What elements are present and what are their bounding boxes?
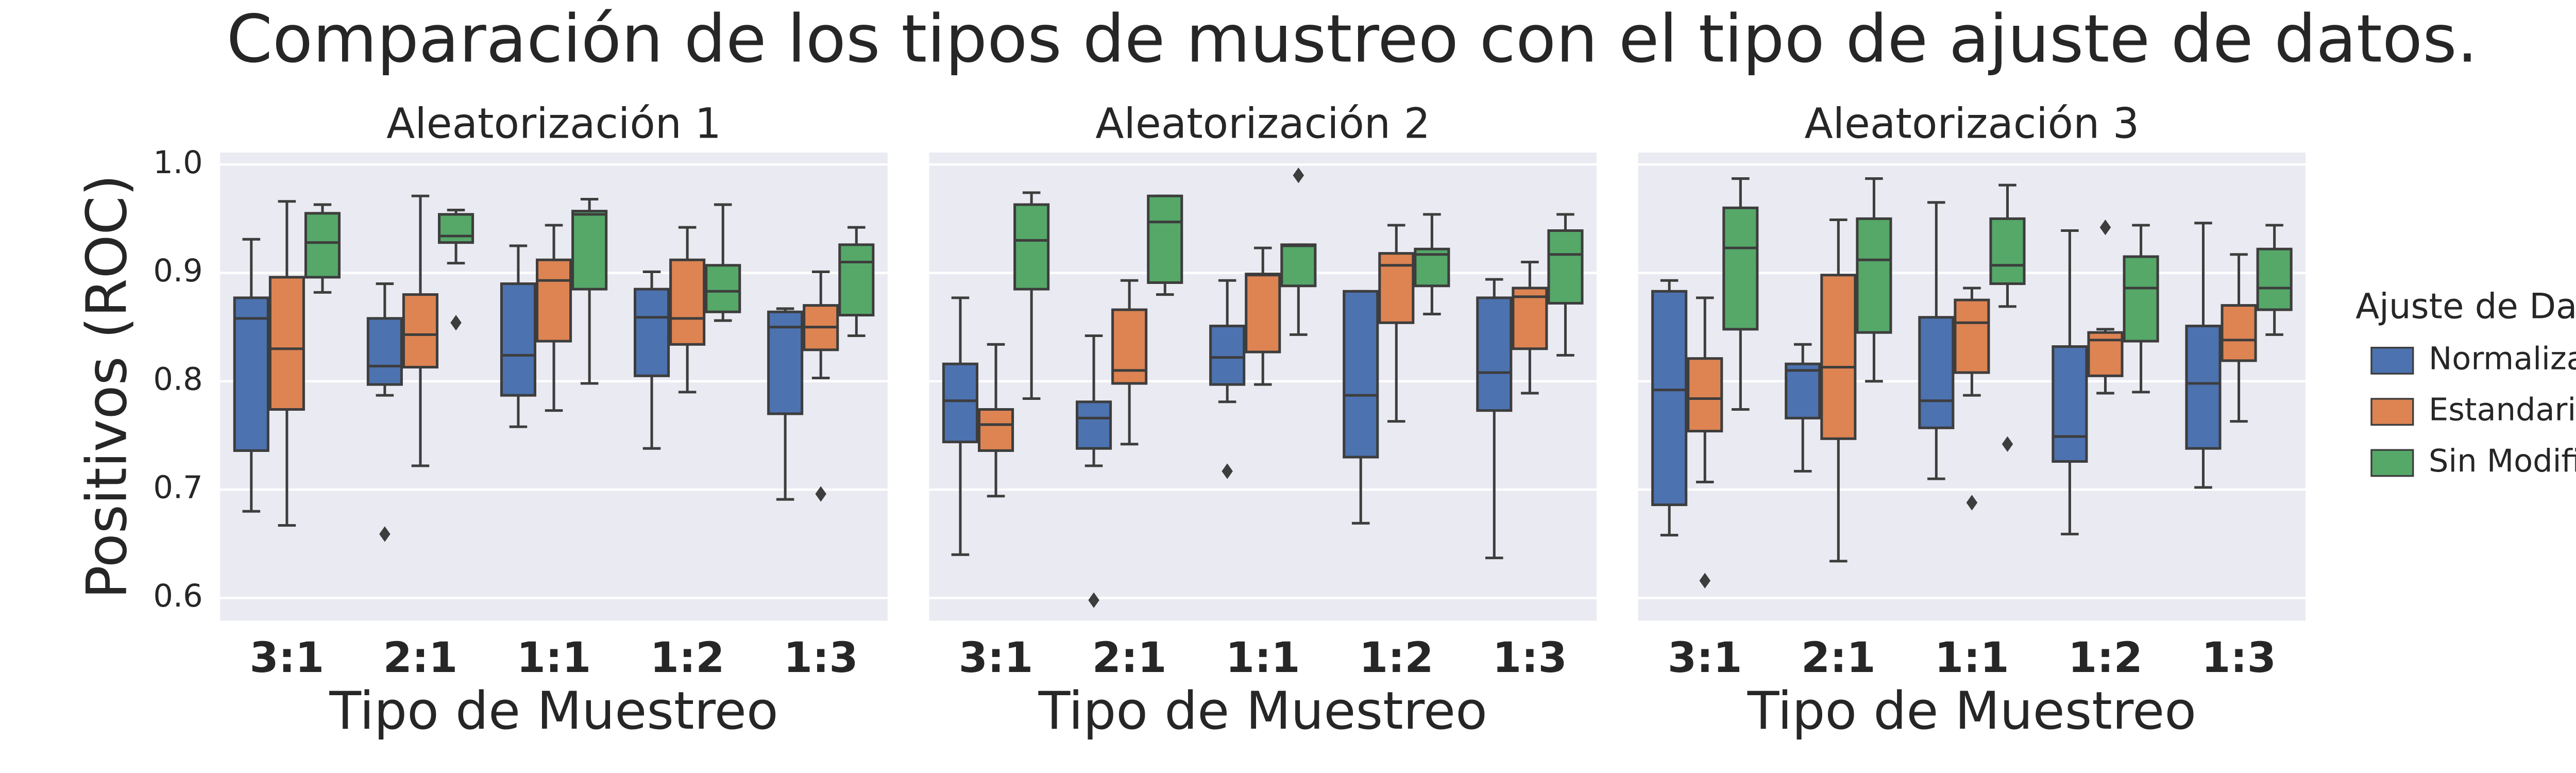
box [2123,255,2159,343]
outlier [1966,495,1978,511]
legend-label: Normalizados [2429,341,2576,377]
box [2256,247,2293,311]
outlier [379,526,391,542]
box [1245,273,1281,354]
box [838,243,875,317]
legend-label: Sin Modificación [2429,443,2576,479]
box [1954,298,1990,374]
legend-swatch [2370,449,2414,477]
outlier [1699,573,1710,589]
box [1722,206,1759,331]
legend-label: Estandarizados [2429,392,2576,428]
box [942,362,979,444]
subplot-title: Aleatorización 1 [386,100,721,148]
box [705,264,741,313]
subplot-title: Aleatorización 3 [1804,100,2139,148]
figure-title: Comparación de los tipos de mustreo con … [227,1,2478,77]
x-tick-label: 2:1 [1092,634,1167,682]
box [1547,229,1584,305]
x-axis-label: Tipo de Muestreo [329,680,778,741]
box [1147,194,1183,284]
box [571,210,608,291]
box [1013,203,1050,291]
x-tick-label: 1:3 [2201,634,2276,682]
x-tick-label: 1:2 [1359,634,1434,682]
box [1280,243,1317,288]
box [366,317,403,386]
legend-swatch [2370,346,2414,375]
x-tick-label: 2:1 [1801,634,1876,682]
box [1111,308,1148,385]
x-tick-label: 1:3 [784,634,858,682]
box [437,213,474,244]
box [977,408,1014,452]
y-tick-label: 1.0 [153,145,202,181]
legend-title: Ajuste de Datos [2355,286,2576,326]
y-tick-label: 0.8 [153,361,202,397]
x-axis-label: Tipo de Muestreo [1747,680,2196,741]
subplot-title: Aleatorización 2 [1095,100,1430,148]
x-tick-label: 2:1 [383,634,458,682]
outlier [1222,463,1233,479]
x-tick-label: 1:2 [2068,634,2143,682]
x-tick-label: 1:1 [1935,634,2009,682]
x-tick-label: 3:1 [250,634,325,682]
box [1687,357,1723,433]
outlier [1088,592,1099,608]
box [633,288,670,377]
box [304,212,341,279]
box [1989,217,2026,285]
box [1651,290,1688,507]
y-tick-label: 0.9 [153,253,202,289]
box [1378,252,1415,324]
box [1820,274,1857,440]
x-tick-label: 1:2 [650,634,725,682]
y-tick-label: 0.6 [153,578,202,614]
outlier [2002,436,2013,452]
x-tick-label: 3:1 [959,634,1033,682]
box [1856,217,1892,334]
box [1512,287,1548,350]
x-tick-label: 1:1 [1226,634,1300,682]
box [1075,400,1112,450]
box [402,293,439,369]
box [500,282,536,397]
x-tick-label: 3:1 [1668,634,1742,682]
x-tick-label: 1:3 [1493,634,1567,682]
box [1476,296,1513,412]
y-axis-label: Positivos (ROC) [75,175,140,599]
x-tick-label: 1:1 [517,634,591,682]
box [535,258,572,343]
legend-swatch [2370,398,2414,426]
box [767,310,804,415]
box [1209,325,1246,386]
x-axis-label: Tipo de Muestreo [1038,680,1487,741]
box [1918,316,1955,429]
box [2185,325,2222,450]
outlier [450,315,462,331]
box [268,276,305,411]
outlier [2099,220,2111,236]
box [2052,345,2088,463]
y-tick-label: 0.7 [153,470,202,506]
box [669,258,706,346]
box [233,296,269,452]
box [1785,362,1821,419]
box [1343,290,1379,459]
box [2221,304,2257,362]
